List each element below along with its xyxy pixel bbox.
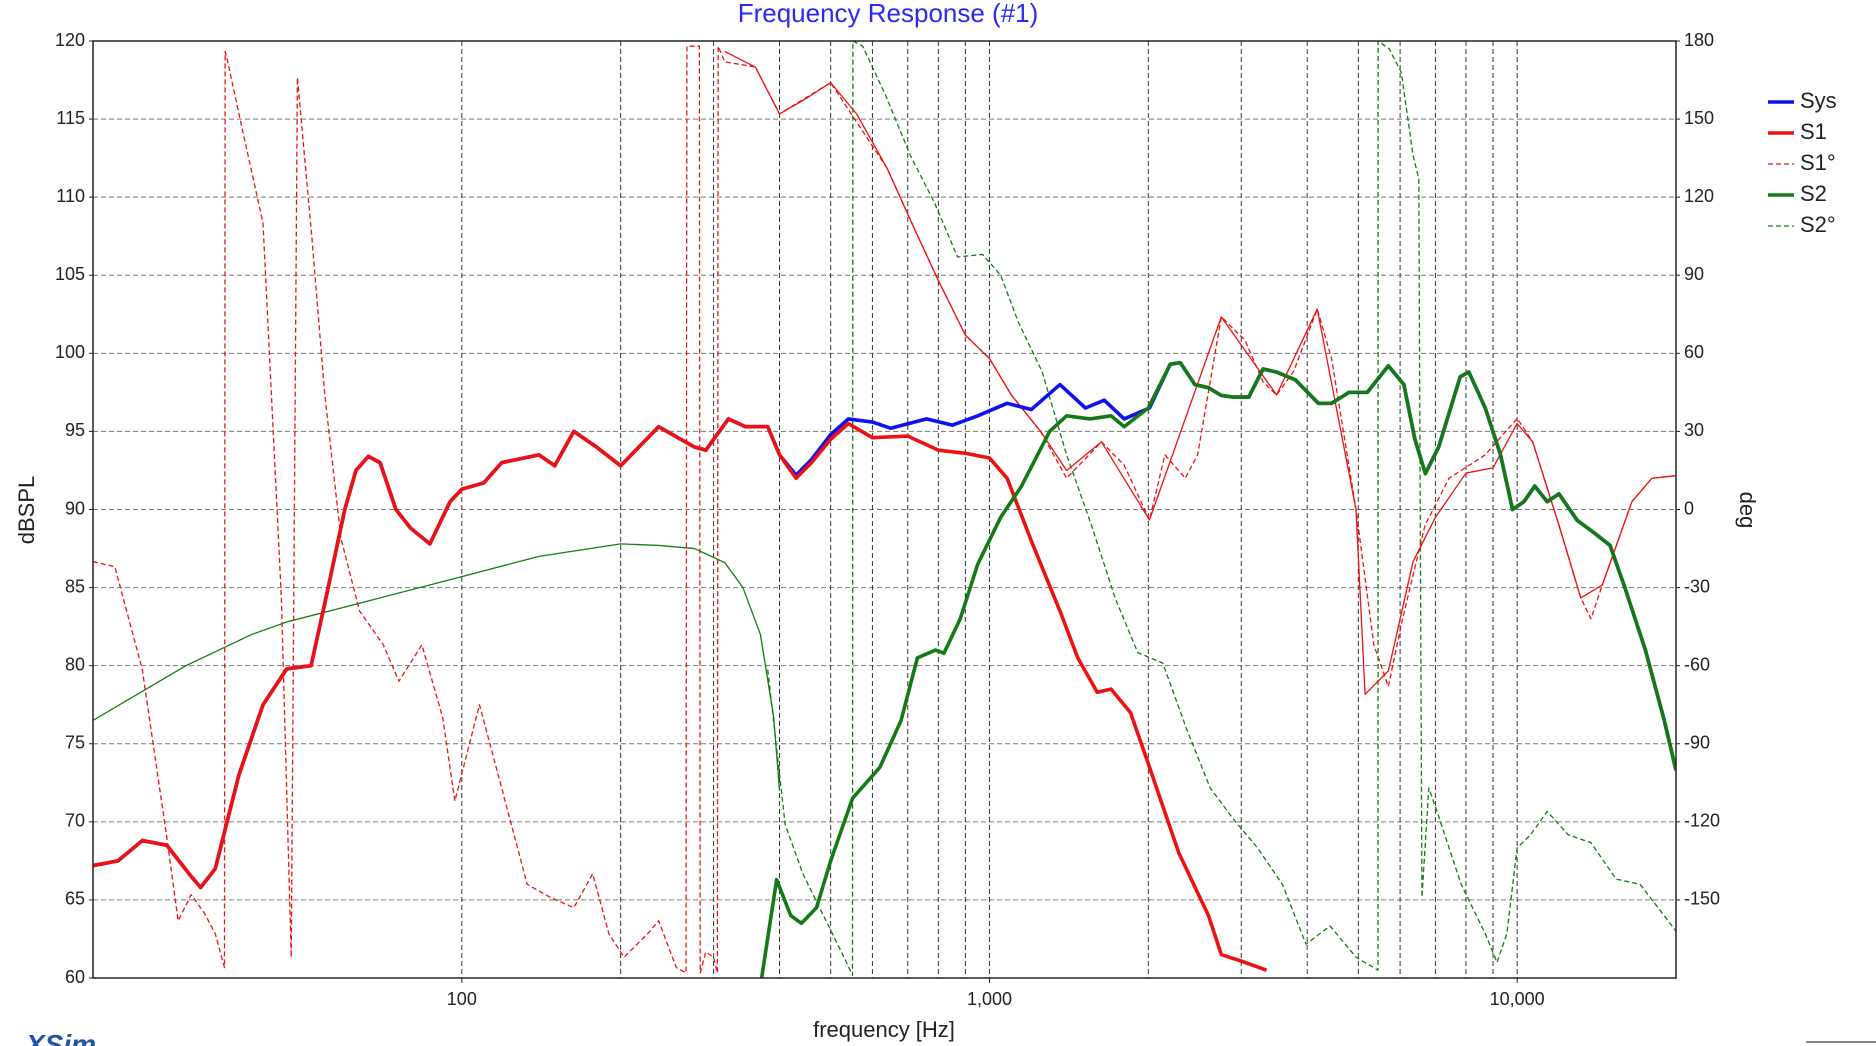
x-tick-label: 10,000 bbox=[1490, 989, 1545, 1009]
series-line bbox=[93, 543, 781, 791]
series-line bbox=[93, 45, 1676, 974]
chart-title: Frequency Response (#1) bbox=[738, 0, 1039, 28]
series-line bbox=[93, 417, 1268, 972]
legend-label: S1° bbox=[1800, 150, 1836, 175]
legend-label: Sys bbox=[1800, 88, 1837, 113]
y2-tick-label: 60 bbox=[1684, 342, 1704, 362]
y2-axis-label: deg bbox=[1735, 492, 1760, 529]
series-line bbox=[759, 360, 1676, 978]
y-tick-label: 110 bbox=[56, 186, 85, 206]
y2-tick-label: 0 bbox=[1684, 498, 1694, 518]
y2-tick-label: -90 bbox=[1684, 733, 1710, 753]
y-tick-label: 120 bbox=[55, 30, 85, 50]
y-tick-label: 85 bbox=[65, 576, 85, 596]
legend-label: S1 bbox=[1800, 119, 1827, 144]
y2-tick-label: 150 bbox=[1684, 108, 1714, 128]
y-tick-label: 105 bbox=[55, 264, 85, 284]
y-tick-label: 95 bbox=[65, 420, 85, 440]
legend-label: S2° bbox=[1800, 212, 1836, 237]
y2-tick-label: -120 bbox=[1684, 811, 1720, 831]
x-tick-label: 1,000 bbox=[967, 989, 1012, 1009]
y2-tick-label: 90 bbox=[1684, 264, 1704, 284]
y-tick-label: 100 bbox=[55, 342, 85, 362]
grid: 60 65 70 75 80 85 90 95 100 105 110 115 120 -150 -120 -… bbox=[55, 30, 1720, 1009]
y-axis-label: dBSPL bbox=[14, 476, 39, 545]
x-axis-label: frequency [Hz] bbox=[813, 1017, 955, 1042]
y-tick-label: 75 bbox=[65, 733, 85, 753]
series-line bbox=[724, 50, 1676, 695]
plot-border bbox=[92, 40, 1677, 979]
y-tick-label: 70 bbox=[65, 811, 85, 831]
series-line bbox=[767, 41, 1676, 977]
y-tick-label: 80 bbox=[65, 654, 85, 674]
watermark: XSim bbox=[24, 1029, 96, 1046]
y-tick-label: 115 bbox=[56, 108, 85, 128]
legend: Sys S1 S1° S2 S2° bbox=[1768, 88, 1837, 237]
x-tick-label: 100 bbox=[447, 989, 477, 1009]
y-tick-label: 65 bbox=[65, 889, 85, 909]
lines bbox=[93, 41, 1676, 978]
y2-tick-label: 180 bbox=[1684, 30, 1714, 50]
y2-tick-label: 30 bbox=[1684, 420, 1704, 440]
y2-tick-label: 120 bbox=[1684, 186, 1714, 206]
y2-tick-label: -60 bbox=[1684, 654, 1710, 674]
legend-label: S2 bbox=[1800, 181, 1827, 206]
y-tick-label: 60 bbox=[65, 967, 85, 987]
y2-tick-label: -150 bbox=[1684, 889, 1720, 909]
plot-area bbox=[93, 41, 1676, 978]
y2-tick-label: -30 bbox=[1684, 576, 1710, 596]
y-tick-label: 90 bbox=[65, 498, 85, 518]
